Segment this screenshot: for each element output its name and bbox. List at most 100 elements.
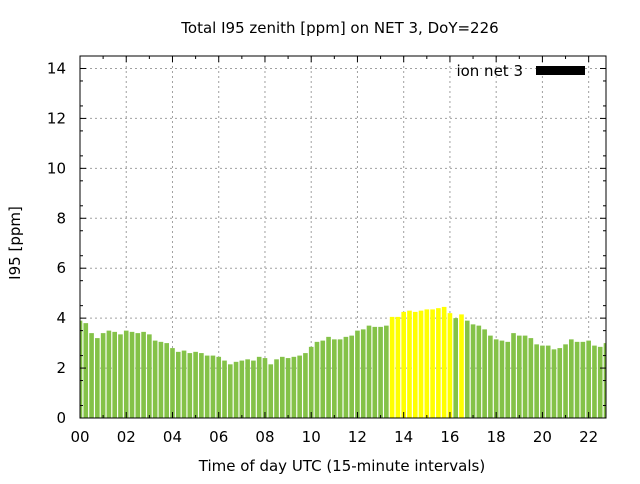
data-bar [118, 334, 123, 418]
data-bar [308, 346, 314, 418]
data-bar [303, 353, 308, 418]
data-bar [574, 341, 580, 418]
x-tick-label: 06 [209, 428, 228, 446]
data-bar [424, 309, 430, 418]
data-bar [170, 348, 175, 418]
data-bar [505, 341, 511, 418]
y-tick-label: 2 [56, 359, 66, 377]
data-bar [141, 331, 146, 418]
axes [79, 55, 607, 419]
data-bar [291, 356, 297, 418]
data-bar [297, 355, 302, 418]
x-tick-label: 20 [533, 428, 552, 446]
data-bar [332, 339, 337, 418]
data-bar [499, 340, 505, 418]
data-bar [418, 310, 424, 418]
data-bar [557, 348, 563, 418]
data-bar [123, 330, 129, 418]
y-tick-label: 8 [56, 209, 66, 227]
data-bar [210, 355, 216, 418]
x-tick-label: 12 [348, 428, 367, 446]
data-bar [135, 333, 141, 418]
x-tick-label: 22 [579, 428, 598, 446]
data-bar [245, 359, 250, 418]
data-bar [430, 309, 435, 418]
x-tick-label: 14 [394, 428, 413, 446]
data-bar [158, 341, 164, 418]
data-bar [320, 340, 326, 418]
data-bar [563, 344, 568, 418]
data-bar [597, 346, 603, 418]
data-bar [95, 338, 100, 418]
data-bar [187, 353, 193, 418]
x-axis-label: Time of day UTC (15-minute intervals) [198, 457, 485, 475]
x-tick-label: 00 [70, 428, 89, 446]
data-bar [360, 329, 366, 418]
data-bar [586, 340, 591, 418]
x-tick-label: 18 [487, 428, 506, 446]
data-bar [326, 336, 331, 418]
data-bar [256, 356, 262, 418]
data-bar [569, 339, 574, 418]
data-bar [216, 356, 222, 418]
data-bar [580, 341, 586, 418]
x-tick-label: 16 [440, 428, 459, 446]
data-bar [534, 344, 539, 418]
data-bar [83, 323, 89, 418]
data-bar [436, 308, 441, 418]
data-bar [181, 350, 187, 418]
data-bar [545, 345, 551, 418]
data-bar [464, 320, 470, 418]
chart-title: Total I95 zenith [ppm] on NET 3, DoY=226 [180, 19, 498, 37]
data-bar [459, 314, 464, 418]
x-tick-label: 10 [302, 428, 321, 446]
data-bar [251, 360, 256, 418]
data-bar [511, 333, 516, 418]
data-bar [112, 331, 117, 418]
data-bar [285, 358, 291, 418]
legend-label: ion net 3 [456, 62, 523, 80]
y-tick-label: 10 [47, 159, 66, 177]
data-bar [193, 351, 198, 418]
data-bar [482, 329, 487, 418]
data-bar [516, 335, 522, 418]
data-bar [279, 356, 285, 418]
data-bar [100, 333, 106, 418]
plot-frame [79, 55, 607, 419]
data-bar [152, 340, 158, 418]
data-bar [372, 326, 378, 418]
data-bar [89, 333, 94, 418]
legend-swatch [536, 66, 585, 75]
data-bar [262, 358, 268, 418]
y-axis-label: I95 [ppm] [6, 206, 24, 280]
data-bar [366, 325, 372, 418]
data-bar [528, 338, 534, 418]
y-tick-label: 12 [47, 109, 66, 127]
bars [80, 306, 606, 418]
data-bar [355, 330, 360, 418]
data-bar [199, 353, 204, 418]
x-tick-label: 02 [117, 428, 136, 446]
y-tick-label: 14 [47, 59, 66, 77]
data-bar [447, 313, 453, 418]
data-bar [337, 339, 343, 418]
data-bar [147, 334, 152, 418]
x-tick-label: 04 [163, 428, 182, 446]
legend: ion net 3 [456, 62, 585, 80]
data-bar [488, 335, 493, 418]
data-bar [441, 306, 447, 418]
data-bar [164, 343, 170, 418]
data-bar [378, 326, 383, 418]
data-bar [274, 359, 279, 418]
y-tick-label: 0 [56, 409, 66, 427]
data-bar [227, 364, 233, 418]
data-bar [268, 364, 274, 418]
data-bar [222, 360, 227, 418]
data-bar [395, 316, 401, 418]
data-bar [314, 341, 320, 418]
data-bar [401, 311, 407, 418]
data-bar [106, 330, 112, 418]
data-bar [175, 351, 181, 418]
